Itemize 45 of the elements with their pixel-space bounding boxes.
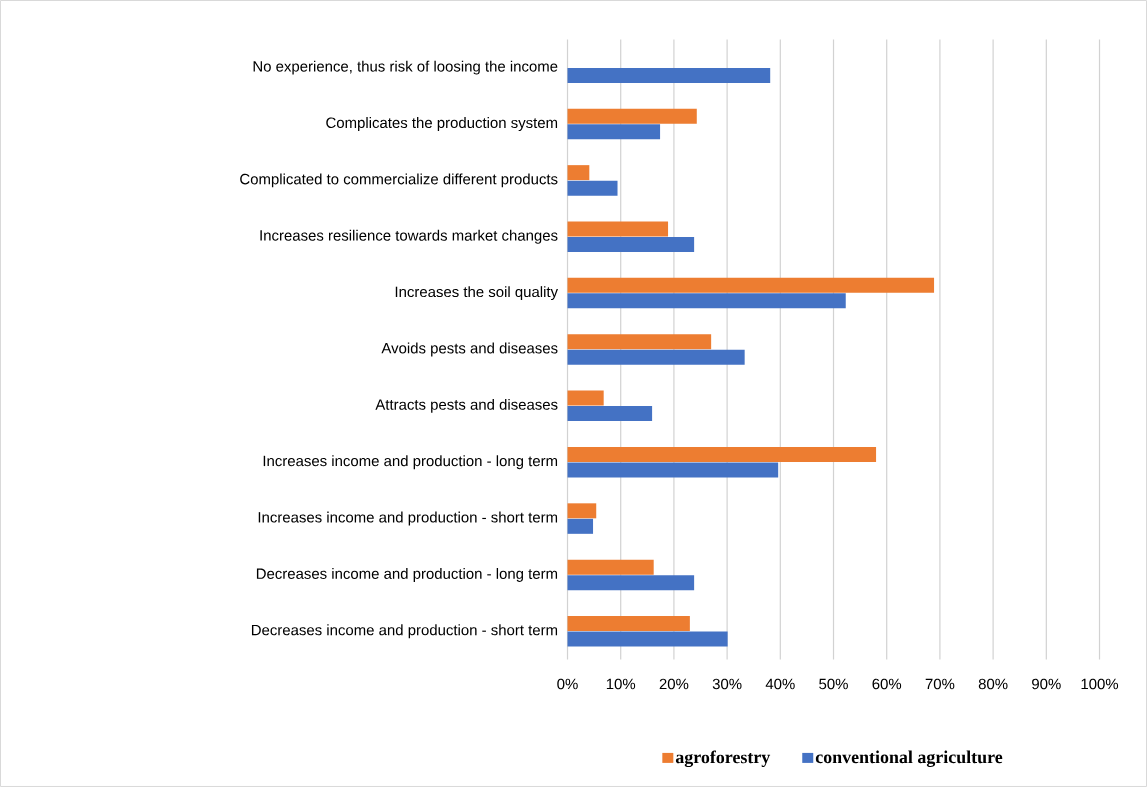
y-tick-label: Attracts pests and diseases [375,398,558,413]
bar [567,616,690,632]
bar [567,390,604,406]
y-tick-label: Complicates the production system [326,117,558,131]
x-tick-label: 90% [1032,678,1061,690]
bar [567,124,661,140]
x-tick-label: 30% [712,678,742,690]
bar [567,631,728,647]
x-tick-label: 40% [765,678,795,690]
bar [567,518,594,534]
x-tick-label: 80% [978,678,1008,690]
bar [567,503,597,519]
y-tick-label: Avoids pests and diseases [381,342,558,357]
legend-label: conventional agriculture [815,750,1003,767]
bar [567,108,697,124]
x-tick-label: 50% [819,678,848,690]
y-tick-label: Increases income and production - short term [258,511,558,526]
x-tick-label: 100% [1081,678,1119,690]
y-tick-label: Complicated to commercialize different products [240,173,558,188]
bar [567,165,590,181]
x-tick-label: 10% [606,678,636,690]
y-tick-label: No experience, thus risk of loosing the income [253,60,558,75]
bar [567,293,846,309]
y-tick-label: Decreases income and production - short term [251,624,558,639]
bar [567,446,877,462]
x-tick-label: 70% [925,678,955,690]
bar [567,237,695,253]
bar [567,334,712,350]
bar [567,559,654,575]
bar [567,277,935,293]
bar [567,67,771,83]
bar [567,462,779,478]
y-tick-label: Decreases income and production - long term [256,567,558,582]
y-tick-label: Increases income and production - long term [263,455,558,470]
y-tick-label: Increases the soil quality [395,286,559,301]
bar [567,180,618,196]
x-tick-label: 60% [872,678,902,690]
bar [567,575,695,591]
x-tick-label: 20% [659,678,689,690]
bar [567,406,653,422]
legend-label: agroforestry [675,750,771,768]
y-tick-label: Increases resilience towards market changes [260,229,558,244]
bar [567,221,669,237]
x-tick-label: 0% [557,678,578,690]
bar [567,349,745,365]
